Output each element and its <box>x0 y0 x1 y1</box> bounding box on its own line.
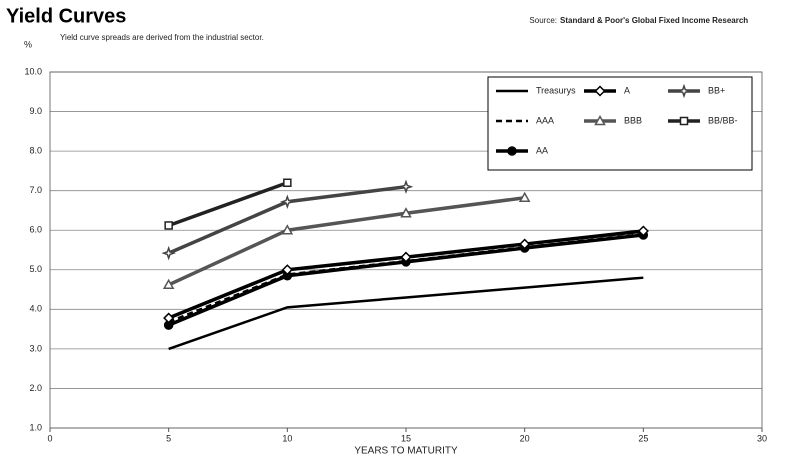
marker <box>400 207 412 218</box>
marker <box>594 114 606 126</box>
y-tick-label: 5.0 <box>29 264 42 274</box>
marker <box>518 191 531 203</box>
series-line <box>167 196 525 287</box>
series <box>168 232 644 324</box>
x-tick-label: 10 <box>282 433 292 443</box>
marker <box>676 83 692 99</box>
y-tick-label: 4.0 <box>29 304 42 314</box>
marker <box>164 221 173 230</box>
y-axis-label: % <box>24 39 32 49</box>
series <box>163 225 649 324</box>
y-tick-label: 7.0 <box>29 185 42 195</box>
legend-label: BB+ <box>708 85 725 95</box>
marker <box>398 179 414 194</box>
marker <box>507 146 517 156</box>
source: Standard & Poor's Global Fixed Income Re… <box>560 16 748 25</box>
y-tick-label: 6.0 <box>29 225 42 235</box>
marker <box>163 312 175 324</box>
legend-box <box>487 76 753 171</box>
y-tick-label: 10.0 <box>24 66 42 76</box>
legend-label: BBB <box>624 115 642 125</box>
marker <box>281 224 294 235</box>
x-tick-label: 20 <box>520 433 530 443</box>
series-line <box>168 276 644 351</box>
series <box>163 230 649 330</box>
marker <box>679 116 689 126</box>
series <box>168 276 644 351</box>
y-tick-label: 2.0 <box>29 383 42 393</box>
marker <box>161 245 176 261</box>
series <box>161 179 414 261</box>
y-tick-label: 3.0 <box>29 343 42 353</box>
subtitle: Yield curve spreads are derived from the… <box>60 33 264 42</box>
marker <box>283 178 292 188</box>
x-tick-label: 25 <box>638 433 648 443</box>
x-tick-label: 5 <box>166 433 171 443</box>
marker <box>280 194 295 210</box>
series <box>164 178 292 230</box>
legend-label: BB/BB- <box>708 115 738 125</box>
y-tick-label: 1.0 <box>29 422 42 432</box>
chart-title: Yield Curves <box>6 5 126 27</box>
legend-label: AAA <box>536 115 554 125</box>
x-tick-label: 30 <box>757 433 767 443</box>
marker <box>162 278 175 290</box>
legend-label: A <box>624 85 630 95</box>
y-tick-label: 8.0 <box>29 145 42 155</box>
marker <box>594 85 606 97</box>
marker <box>400 251 412 263</box>
marker <box>519 238 531 250</box>
x-axis-label: YEARS TO MATURITY <box>354 446 458 457</box>
legend-label: AA <box>536 145 548 155</box>
series-line <box>168 181 288 228</box>
series <box>162 191 531 290</box>
legend-label: Treasurys <box>536 85 576 95</box>
source-label: Source: <box>529 16 557 25</box>
y-tick-label: 9.0 <box>29 106 42 116</box>
x-tick-label: 0 <box>47 433 52 443</box>
x-tick-label: 15 <box>401 433 411 443</box>
series-line <box>168 232 644 324</box>
marker <box>281 264 293 276</box>
marker <box>637 225 649 237</box>
series-line <box>167 233 644 327</box>
